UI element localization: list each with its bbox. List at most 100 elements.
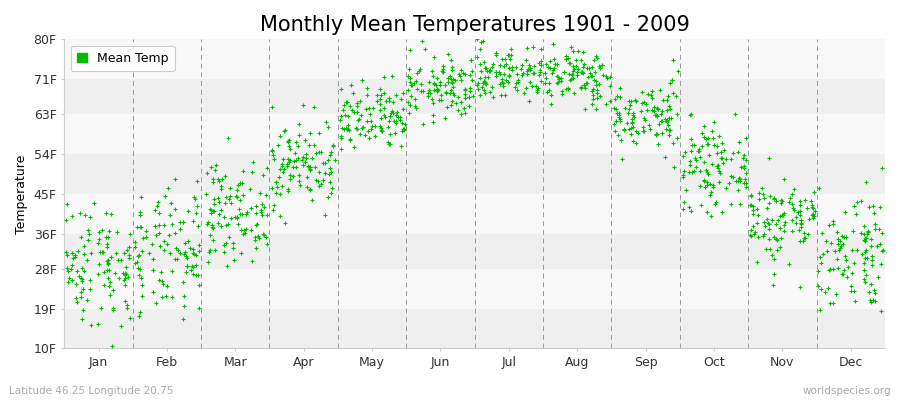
Point (662, 103, 676, 109)
Point (454, 66, 468, 73)
Point (646, 104, 661, 110)
Point (844, 358, 859, 365)
Point (706, 160, 720, 167)
Point (343, 136, 357, 142)
Point (322, 152, 337, 158)
Point (569, 57, 583, 63)
Point (539, 60, 554, 67)
Point (430, 86, 445, 92)
Point (324, 149, 338, 155)
Point (599, 73, 614, 79)
Point (388, 130, 402, 136)
Point (106, 306, 121, 313)
Point (446, 90, 461, 96)
Point (564, 76, 579, 82)
Point (706, 141, 721, 148)
Point (280, 161, 294, 167)
Point (577, 82, 591, 88)
Point (470, 36, 484, 42)
Point (737, 164, 751, 171)
Point (587, 57, 601, 63)
Point (584, 73, 598, 79)
Point (824, 240, 838, 246)
Point (378, 114, 392, 120)
Point (554, 74, 569, 81)
Point (710, 165, 724, 171)
Point (201, 219, 215, 226)
Point (207, 196, 221, 203)
Point (505, 63, 519, 70)
Point (608, 106, 623, 112)
Point (819, 248, 833, 254)
Point (523, 67, 537, 73)
Point (511, 32, 526, 39)
Point (292, 132, 306, 138)
Point (221, 221, 236, 227)
Point (76, 286, 90, 292)
Point (846, 228, 860, 234)
Point (75, 316, 89, 322)
Point (743, 202, 758, 208)
Point (649, 132, 663, 138)
Point (340, 122, 355, 128)
Point (397, 126, 411, 133)
Point (617, 105, 632, 112)
Point (589, 82, 603, 88)
Point (112, 274, 127, 281)
Point (274, 183, 289, 190)
Point (559, 53, 573, 60)
Point (857, 223, 871, 230)
Point (648, 112, 662, 118)
Point (541, 64, 555, 70)
Point (349, 125, 364, 132)
Point (91, 270, 105, 277)
Point (858, 278, 872, 285)
Point (334, 133, 348, 139)
Point (724, 201, 738, 207)
Point (659, 126, 673, 132)
Point (621, 126, 635, 132)
Point (84, 322, 98, 329)
Point (767, 270, 781, 277)
Point (302, 164, 316, 170)
Point (682, 204, 697, 210)
Point (745, 203, 760, 210)
Point (566, 62, 580, 69)
Point (296, 154, 310, 160)
Point (660, 116, 674, 123)
Point (652, 87, 667, 93)
Point (281, 188, 295, 195)
Point (578, 106, 592, 112)
Point (589, 106, 603, 112)
Point (269, 179, 284, 185)
Point (832, 246, 847, 253)
Point (476, 38, 491, 44)
Point (713, 170, 727, 176)
Point (716, 147, 731, 154)
Bar (64, 309, 885, 348)
Point (860, 230, 875, 237)
Point (222, 192, 237, 199)
Point (608, 96, 622, 102)
Point (244, 205, 258, 211)
Point (110, 229, 124, 235)
Point (356, 124, 371, 130)
Point (620, 110, 634, 116)
Point (684, 208, 698, 214)
Point (145, 267, 159, 273)
Point (683, 111, 698, 118)
Point (573, 69, 588, 76)
Point (271, 142, 285, 148)
Point (709, 150, 724, 156)
Point (562, 60, 576, 66)
Point (334, 146, 348, 152)
Point (426, 72, 440, 79)
Point (104, 253, 118, 260)
Point (189, 272, 203, 278)
Point (697, 178, 711, 185)
Point (791, 208, 806, 215)
Point (857, 230, 871, 237)
Point (627, 114, 642, 120)
Point (74, 234, 88, 240)
Point (231, 182, 246, 188)
